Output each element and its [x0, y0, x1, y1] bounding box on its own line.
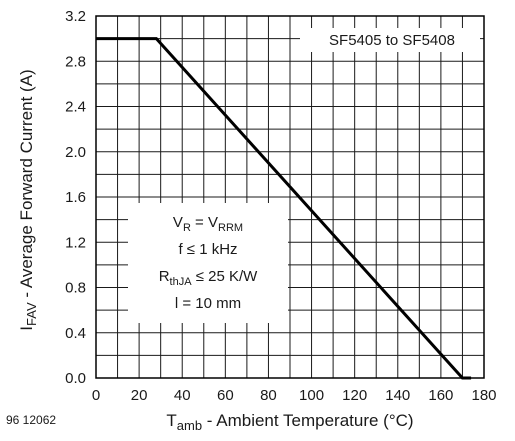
condition-line: RthJA ≤ 25 K/W — [159, 268, 258, 288]
x-tick-label: 180 — [471, 387, 496, 404]
y-tick-label: 0.8 — [65, 280, 86, 297]
grid — [96, 16, 484, 378]
y-tick-label: 3.2 — [65, 8, 86, 25]
x-tick-label: 160 — [428, 387, 453, 404]
y-tick-label: 2.0 — [65, 144, 86, 161]
y-tick-label: 0.4 — [65, 325, 86, 342]
condition-line: f ≤ 1 kHz — [178, 241, 237, 258]
x-tick-label: 100 — [299, 387, 324, 404]
y-tick-label: 2.8 — [65, 53, 86, 70]
x-axis-label: Tamb - Ambient Temperature (°C) — [166, 411, 413, 433]
y-tick-label: 0.0 — [65, 370, 86, 387]
figure-id: 96 12062 — [6, 413, 56, 427]
conditions-box — [128, 203, 288, 323]
y-axis-label: IFAV - Average Forward Current (A) — [17, 69, 39, 330]
x-tick-label: 120 — [342, 387, 367, 404]
x-tick-label: 140 — [385, 387, 410, 404]
series-line — [96, 37, 472, 380]
x-tick-labels: 0 20 40 60 80 100 120 140 160 180 — [92, 387, 497, 404]
x-tick-label: 40 — [174, 387, 191, 404]
plot-frame — [95, 15, 485, 379]
y-tick-label: 1.6 — [65, 189, 86, 206]
x-tick-label: 60 — [217, 387, 234, 404]
condition-line: l = 10 mm — [175, 295, 241, 312]
series-label-box — [300, 28, 480, 52]
y-tick-label: 1.2 — [65, 234, 86, 251]
x-tick-label: 20 — [131, 387, 148, 404]
conditions-annotation: VR = VRRM f ≤ 1 kHz RthJA ≤ 25 K/W l = 10 m… — [159, 214, 258, 312]
x-tick-label: 80 — [260, 387, 277, 404]
x-tick-label: 0 — [92, 387, 100, 404]
y-tick-label: 2.4 — [65, 99, 86, 116]
condition-line: VR = VRRM — [173, 214, 243, 234]
series-label: SF5405 to SF5408 — [329, 32, 455, 49]
y-tick-labels: 0.0 0.4 0.8 1.2 1.6 2.0 2.4 2.8 3.2 — [65, 8, 86, 387]
series-lines — [96, 37, 472, 380]
